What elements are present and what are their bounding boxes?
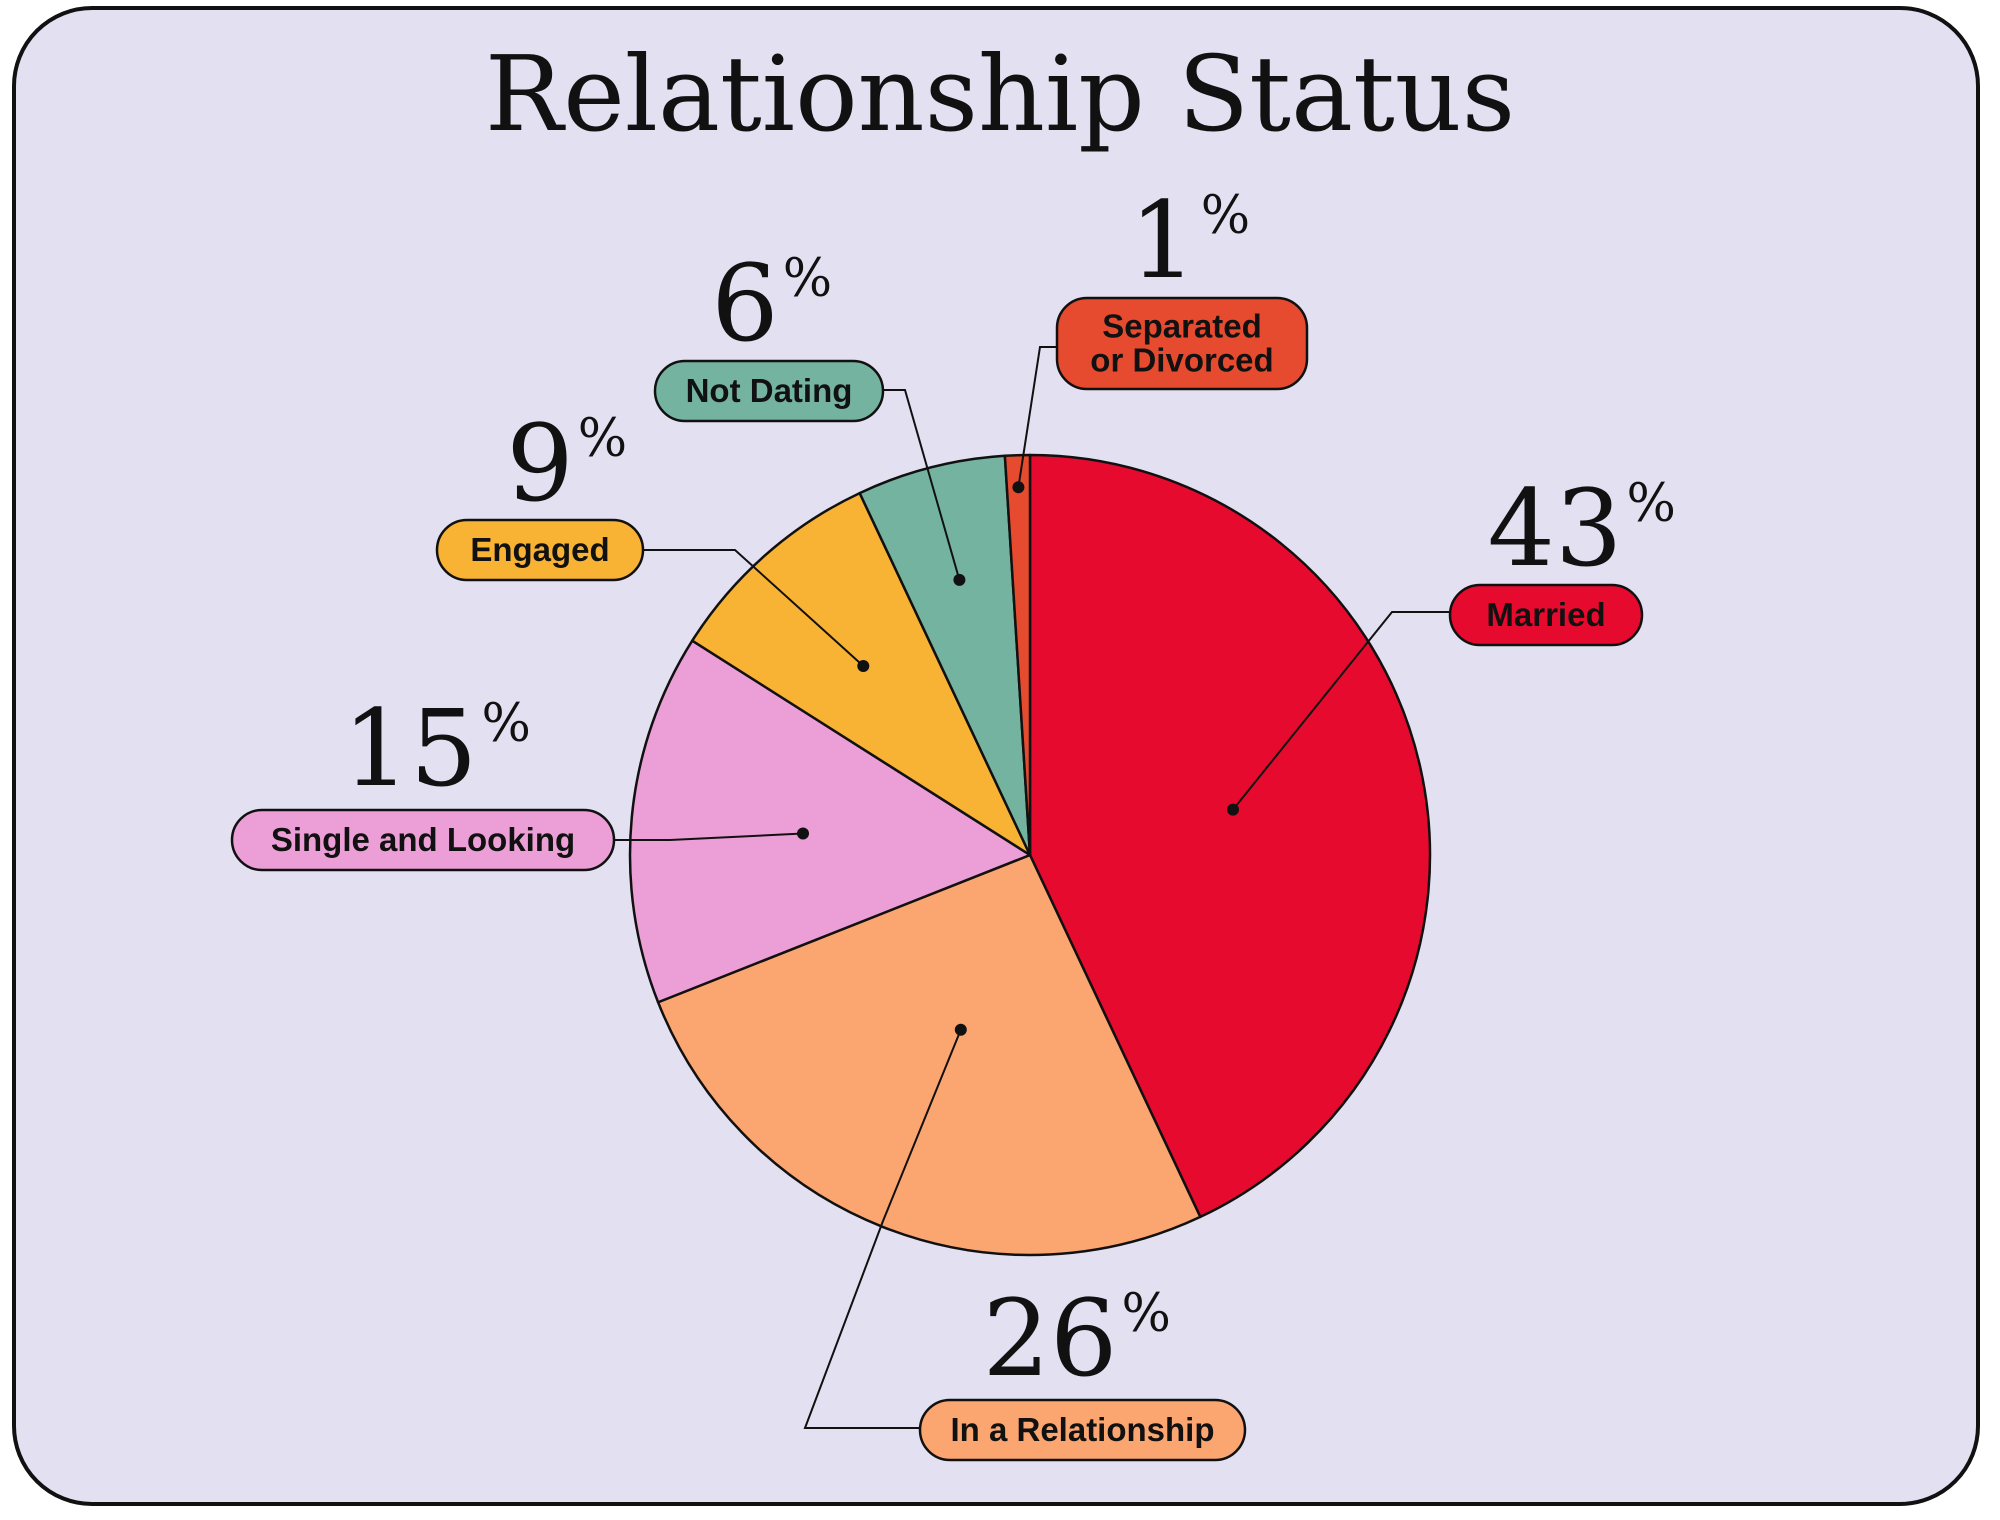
label-pill-not-dating <box>653 359 885 423</box>
chart-title: Relationship Status <box>485 33 1515 155</box>
leader-dot-engaged <box>857 660 870 672</box>
slice-engaged <box>691 491 1032 857</box>
leader-line-not-dating <box>883 389 961 581</box>
label-pill-in-a-relationship <box>918 1398 1247 1462</box>
value-label-married: 43 <box>1488 467 1623 590</box>
label-pill-engaged <box>435 518 645 582</box>
value-label-in-a-relationship: 26 <box>983 1277 1118 1400</box>
slice-not-dating <box>858 454 1032 857</box>
percent-sign-in-a-relationship: % <box>1121 1284 1170 1344</box>
leader-line-married <box>1232 611 1450 811</box>
value-label-engaged: 9 <box>506 402 573 525</box>
leader-line-in-a-relationship <box>803 1029 962 1429</box>
percent-sign-married: % <box>1626 474 1675 534</box>
slice-separated-or-divorced <box>1003 453 1032 857</box>
label-pill-single-and-looking <box>230 808 616 872</box>
leader-dot-married <box>1227 803 1239 816</box>
label-text-single-and-looking: Single and Looking <box>271 821 575 858</box>
leader-dot-in-a-relationship <box>954 1023 967 1036</box>
leader-line-separated-or-divorced <box>1017 346 1057 488</box>
leader-dot-separated-or-divorced <box>1012 481 1025 494</box>
percent-sign-not-dating: % <box>783 249 832 309</box>
leader-dot-single-and-looking <box>797 827 809 840</box>
label-text-separated-or-divorced: or Divorced <box>1090 342 1273 379</box>
label-text-separated-or-divorced: Separated <box>1102 308 1262 345</box>
slice-labels: Married 43 % In a Relationship 26 % Single and… <box>230 179 1676 1462</box>
value-label-not-dating: 6 <box>711 242 778 365</box>
slice-single-and-looking <box>628 639 1032 1004</box>
value-label-single-and-looking: 15 <box>343 687 478 810</box>
leader-dot-not-dating <box>953 573 966 586</box>
label-text-engaged: Engaged <box>470 531 609 568</box>
label-pill-married <box>1448 583 1644 647</box>
leader-lines <box>614 346 1450 1429</box>
label-text-married: Married <box>1486 596 1605 633</box>
slice-in-a-relationship <box>656 853 1202 1257</box>
value-label-separated-or-divorced: 1 <box>1129 179 1196 302</box>
label-pill-separated-or-divorced <box>1055 296 1309 391</box>
pie-slices <box>628 453 1432 1257</box>
leader-line-single-and-looking <box>614 832 804 841</box>
percent-sign-engaged: % <box>578 409 627 469</box>
slice-married <box>1028 453 1432 1219</box>
label-text-not-dating: Not Dating <box>686 372 853 409</box>
leader-line-engaged <box>643 549 864 667</box>
percent-sign-single-and-looking: % <box>481 694 530 754</box>
percent-sign-separated-or-divorced: % <box>1201 186 1250 246</box>
label-text-in-a-relationship: In a Relationship <box>950 1411 1214 1448</box>
